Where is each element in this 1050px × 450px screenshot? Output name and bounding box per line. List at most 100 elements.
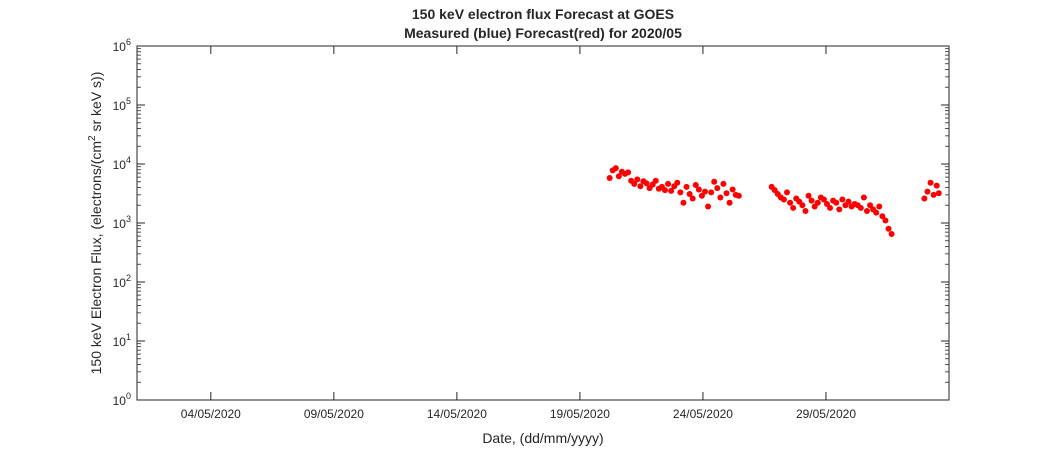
y-tick-base: 10	[113, 394, 127, 408]
forecast-point	[836, 206, 843, 213]
y-tick-base: 10	[113, 335, 127, 349]
forecast-point	[885, 225, 892, 232]
forecast-point	[692, 182, 699, 189]
forecast-point	[820, 196, 827, 203]
x-tick-label: 09/05/2020	[304, 407, 364, 421]
forecast-point	[686, 191, 693, 198]
plot-area	[136, 45, 950, 401]
forecast-point	[863, 207, 870, 214]
y-tick-base: 10	[113, 217, 127, 231]
forecast-point	[927, 179, 934, 186]
forecast-point	[787, 199, 794, 206]
forecast-point	[714, 185, 721, 192]
forecast-point	[695, 186, 702, 193]
forecast-point	[808, 197, 815, 204]
y-tick-label: 100	[113, 391, 131, 408]
forecast-point	[726, 199, 733, 206]
forecast-point	[723, 190, 730, 197]
y-axis-label: 150 keV Electron Flux, (electrons/(cm2 s…	[87, 72, 104, 375]
forecast-point	[735, 192, 742, 199]
chart-subtitle: Measured (blue) Forecast(red) for 2020/0…	[404, 25, 682, 41]
x-tick-label: 14/05/2020	[427, 407, 487, 421]
forecast-point	[606, 174, 613, 181]
forecast-point	[935, 190, 942, 197]
y-tick-base: 10	[113, 158, 127, 172]
forecast-point	[882, 217, 889, 224]
forecast-point	[708, 189, 715, 196]
forecast-point	[814, 199, 821, 206]
forecast-point	[711, 178, 718, 185]
y-tick-base: 10	[113, 276, 127, 290]
forecast-point	[921, 195, 928, 202]
forecast-point	[784, 189, 791, 196]
y-tick-label: 106	[113, 37, 131, 54]
forecast-point	[860, 194, 867, 201]
forecast-point	[857, 204, 864, 211]
forecast-point	[729, 186, 736, 193]
forecast-point	[879, 213, 886, 220]
forecast-point	[643, 180, 650, 187]
y-tick-exponent: 4	[126, 155, 131, 165]
forecast-point	[612, 165, 619, 172]
forecast-point	[677, 189, 684, 196]
x-tick-label: 04/05/2020	[181, 407, 241, 421]
forecast-point	[845, 198, 852, 205]
forecast-point	[637, 183, 644, 190]
forecast-point	[720, 180, 727, 187]
forecast-point	[698, 192, 705, 199]
x-tick-label: 24/05/2020	[673, 407, 733, 421]
forecast-point	[873, 209, 880, 216]
forecast-point	[876, 203, 883, 210]
forecast-point	[634, 176, 641, 183]
y-tick-label: 104	[113, 155, 131, 172]
forecast-point	[662, 187, 669, 194]
y-tick-label: 103	[113, 214, 131, 231]
forecast-point	[833, 199, 840, 206]
forecast-point	[665, 180, 672, 187]
forecast-point	[799, 202, 806, 209]
y-tick-base: 10	[113, 40, 127, 54]
forecast-point	[780, 196, 787, 203]
forecast-point	[625, 169, 632, 176]
y-axis-label-main: 150 keV Electron Flux, (electrons/(cm	[88, 141, 104, 374]
forecast-point	[652, 177, 659, 184]
y-tick-label: 105	[113, 96, 131, 113]
y-tick-exponent: 6	[126, 37, 131, 47]
forecast-point	[867, 202, 874, 209]
x-axis-ticks: 04/05/2020 09/05/2020 14/05/2020 19/05/2020…	[181, 46, 856, 421]
forecast-point	[802, 207, 809, 214]
y-axis-label-superscript: 2	[87, 135, 98, 141]
forecast-point	[805, 192, 812, 199]
forecast-point	[680, 199, 687, 206]
y-tick-exponent: 0	[126, 391, 131, 401]
y-tick-exponent: 3	[126, 214, 131, 224]
y-tick-exponent: 5	[126, 96, 131, 106]
forecast-point	[924, 188, 931, 195]
x-axis-label: Date, (dd/mm/yyyy)	[482, 430, 603, 446]
forecast-point	[668, 187, 675, 194]
forecast-point	[933, 182, 940, 189]
y-tick-exponent: 2	[126, 273, 131, 283]
forecast-point	[705, 203, 712, 210]
y-tick-exponent: 1	[126, 332, 131, 342]
y-tick-label: 101	[113, 332, 131, 349]
x-tick-label: 19/05/2020	[550, 407, 610, 421]
forecast-point	[631, 180, 638, 187]
x-tick-label: 29/05/2020	[796, 407, 856, 421]
forecast-point	[888, 231, 895, 238]
data-points	[606, 165, 942, 238]
forecast-point	[930, 191, 937, 198]
y-tick-base: 10	[113, 99, 127, 113]
forecast-point	[717, 194, 724, 201]
forecast-point	[827, 204, 834, 211]
forecast-point	[674, 179, 681, 186]
forecast-point	[839, 196, 846, 203]
forecast-point	[689, 195, 696, 202]
forecast-point	[683, 183, 690, 190]
forecast-point	[790, 204, 797, 211]
chart-title: 150 keV electron flux Forecast at GOES	[412, 6, 674, 22]
forecast-point	[701, 188, 708, 195]
y-axis-label-end: sr keV s))	[88, 72, 104, 136]
